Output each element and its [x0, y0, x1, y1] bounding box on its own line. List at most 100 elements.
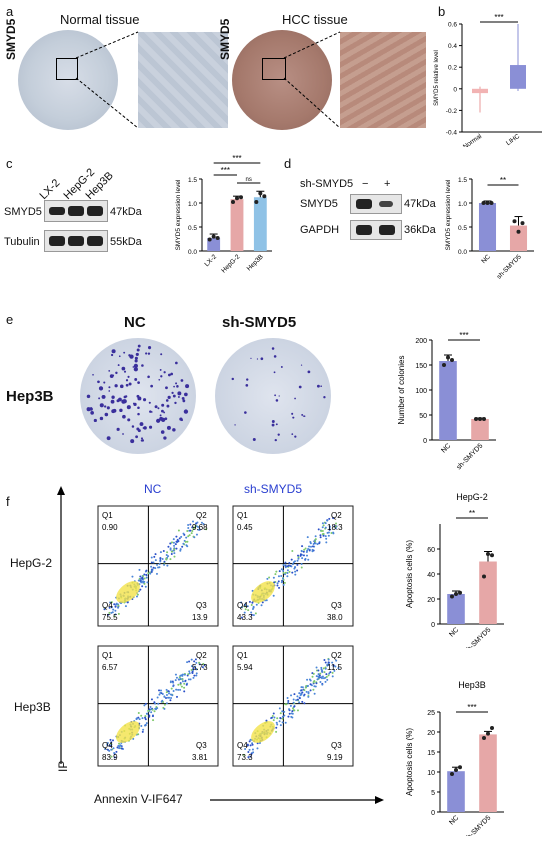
- flow-event: [276, 584, 279, 587]
- flow-event: [143, 724, 146, 727]
- colony: [163, 371, 166, 374]
- flow-event: [293, 693, 296, 696]
- colony: [246, 378, 249, 381]
- flow-event: [158, 689, 161, 692]
- q1-value: 5.94: [237, 663, 253, 672]
- flow-event: [326, 664, 329, 667]
- x-tick-label: Normal: [462, 133, 484, 147]
- flow-event: [265, 599, 268, 602]
- flow-event: [324, 667, 327, 670]
- flow-event: [171, 694, 174, 697]
- flow-event: [175, 676, 178, 679]
- colony: [185, 384, 190, 389]
- flow-event: [282, 564, 285, 567]
- treat-label: sh-SMYD5: [300, 178, 354, 190]
- flow-event: [177, 529, 180, 532]
- colony: [291, 412, 294, 415]
- flow-event: [328, 528, 331, 531]
- flow-event: [139, 588, 142, 591]
- flow-event: [319, 672, 322, 675]
- flow-event: [296, 569, 299, 572]
- y-arrow: [57, 486, 65, 764]
- flow-event: [309, 689, 312, 692]
- q4-value: 83.9: [102, 753, 118, 762]
- q4-label: Q4: [237, 601, 248, 610]
- flow-event: [170, 552, 173, 555]
- flow-event: [104, 747, 107, 750]
- colony: [143, 398, 147, 402]
- colony: [271, 347, 275, 350]
- flow-event: [173, 552, 176, 555]
- lane-lx2: LX-2: [37, 177, 63, 202]
- flow-event: [301, 545, 304, 548]
- flow-event: [332, 517, 335, 520]
- flow-event: [306, 684, 309, 687]
- flow-event: [311, 545, 314, 548]
- flow-event: [285, 703, 288, 706]
- q3-value: 13.9: [192, 613, 208, 622]
- flow-event: [291, 550, 294, 553]
- q1-label: Q1: [237, 651, 248, 660]
- flow-event: [197, 528, 200, 531]
- flow-event: [150, 561, 153, 564]
- q4-value: 73.3: [237, 753, 253, 762]
- col-nc-f: NC: [144, 482, 162, 496]
- flow-event: [306, 678, 309, 681]
- colony: [154, 405, 158, 409]
- flow-event: [193, 660, 196, 663]
- colony: [166, 404, 170, 408]
- blot-smyd5-d: [350, 194, 402, 214]
- flow-event: [177, 540, 180, 543]
- flow-event: [331, 671, 334, 674]
- flow-event: [184, 540, 187, 543]
- flow-event: [302, 550, 305, 553]
- flow-event: [155, 572, 158, 575]
- q3-label: Q3: [196, 741, 207, 750]
- flow-event: [150, 556, 153, 559]
- y-tick-label: -0.2: [446, 108, 458, 115]
- flow-event: [300, 686, 303, 689]
- colony: [140, 437, 144, 440]
- flow-event: [188, 660, 191, 663]
- data-point: [446, 355, 450, 360]
- data-point: [254, 200, 259, 205]
- flow-event: [292, 561, 295, 564]
- colony: [158, 378, 161, 381]
- colony: [301, 413, 304, 416]
- x-arrow: [210, 796, 384, 804]
- colony: [101, 395, 105, 399]
- flow-event: [144, 585, 147, 588]
- y-tick-label: 0: [453, 86, 457, 93]
- flow-event: [327, 663, 330, 666]
- flow-event: [324, 680, 327, 683]
- col-sh-e: sh-SMYD5: [222, 314, 297, 331]
- colony: [116, 427, 120, 431]
- y-tick-label: 50: [419, 413, 427, 420]
- normal-tissue-core: [18, 30, 118, 130]
- colony: [104, 405, 107, 408]
- colony: [118, 355, 121, 358]
- flow-event: [148, 715, 151, 718]
- flow-event: [320, 670, 323, 673]
- flow-event: [256, 747, 259, 750]
- flow-event: [195, 522, 198, 525]
- flow-event: [195, 661, 198, 664]
- sig-label: ***: [494, 13, 503, 22]
- y-axis-label: SMYD5 expression level: [445, 179, 452, 250]
- colony: [125, 379, 129, 382]
- panel-f-label: f: [6, 494, 10, 509]
- colony: [273, 371, 276, 374]
- colony: [176, 385, 179, 388]
- flow-event: [240, 601, 243, 604]
- data-point: [489, 201, 494, 205]
- flow-event: [272, 719, 275, 722]
- flow-event: [298, 692, 301, 695]
- flow-event: [300, 689, 303, 692]
- flow-plots: Q1 0.90 Q2 9.68 Q4 75.5 Q3 13.9 Q1 0.45 Q2 18.3 Q4 43…: [97, 505, 354, 767]
- flow-event: [282, 571, 285, 574]
- flow-event: [323, 671, 326, 674]
- flow-event: [192, 667, 195, 670]
- flow-event: [252, 614, 255, 617]
- flow-event: [304, 547, 307, 550]
- flow-event: [313, 692, 316, 695]
